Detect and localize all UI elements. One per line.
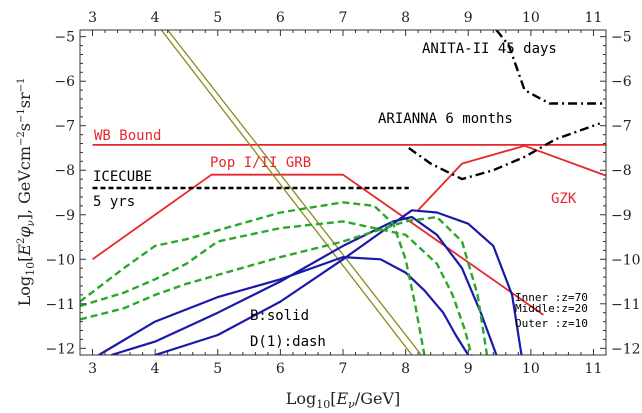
series-olive-solid-7 xyxy=(167,30,422,355)
x-tick-label-top: 5 xyxy=(213,10,222,26)
x-tick-label-top: 7 xyxy=(339,10,348,26)
x-tick-label-bottom: 4 xyxy=(151,361,160,377)
series-black-dashdot-4 xyxy=(495,30,606,105)
label-icecube: ICECUBE xyxy=(93,169,152,185)
series-blue-solid-8 xyxy=(98,256,470,355)
y-tick-label-left: −11 xyxy=(45,297,75,313)
x-tick-label-bottom: 6 xyxy=(276,361,285,377)
series-blue-solid-9 xyxy=(110,215,498,355)
label-arianna: ARIANNA 6 months xyxy=(378,111,513,127)
series-blue-solid-10 xyxy=(154,209,523,355)
y-tick-label-left: −9 xyxy=(54,208,75,224)
ticks-layer: 3 3 4 4 5 5 6 6 7 7 8 8 9 9 10 10 11 11 −12 −12 −11 −11 −10 −10… xyxy=(45,10,640,377)
x-tick-label-bottom: 8 xyxy=(401,361,410,377)
y-tick-label-left: −8 xyxy=(54,163,75,179)
label-b-solid: B:solid xyxy=(250,308,309,324)
label-gzk: GZK xyxy=(551,191,577,207)
series-red-solid-2 xyxy=(417,144,606,211)
x-tick-label-top: 3 xyxy=(88,10,97,26)
y-tick-label-left: −5 xyxy=(54,30,75,46)
series-black-dashdot-5 xyxy=(408,122,601,181)
y-tick-label-right: −5 xyxy=(611,30,632,46)
y-tick-label-left: −10 xyxy=(45,252,75,268)
y-tick-label-right: −9 xyxy=(611,208,632,224)
y-tick-label-right: −7 xyxy=(611,119,632,135)
y-tick-label-right: −8 xyxy=(611,163,632,179)
x-tick-label-bottom: 3 xyxy=(88,361,97,377)
x-tick-label-top: 10 xyxy=(522,10,540,26)
x-tick-label-top: 8 xyxy=(401,10,410,26)
y-tick-label-right: −6 xyxy=(611,74,632,90)
label-pop-grb: Pop I/II GRB xyxy=(210,155,311,171)
series-layer xyxy=(80,30,606,355)
series-green-dash-13 xyxy=(80,215,489,355)
label-anita: ANITA-II 45 days xyxy=(422,41,557,57)
x-tick-label-bottom: 7 xyxy=(339,361,348,377)
y-tick-label-left: −12 xyxy=(45,341,75,357)
series-green-dash-12 xyxy=(80,220,473,355)
x-tick-label-top: 6 xyxy=(276,10,285,26)
y-tick-label-right: −11 xyxy=(611,297,641,313)
y-axis-title: Log10[E2φν], GeVcm−2s−1sr−1 xyxy=(15,78,37,307)
label-outer: Outer :z=10 xyxy=(515,317,588,330)
x-tick-label-top: 4 xyxy=(151,10,160,26)
x-tick-label-bottom: 9 xyxy=(464,361,473,377)
label-inner: Inner :z=70 xyxy=(515,291,588,304)
x-tick-label-bottom: 11 xyxy=(585,361,603,377)
label-icecube-years: 5 yrs xyxy=(93,194,135,210)
label-middle: Middle:z=20 xyxy=(515,302,588,315)
series-red-solid-1 xyxy=(91,173,544,316)
series-olive-solid-6 xyxy=(160,30,413,355)
series-green-dash-11 xyxy=(80,201,426,355)
y-tick-label-right: −10 xyxy=(611,252,641,268)
y-tick-label-left: −7 xyxy=(54,119,75,135)
x-tick-label-bottom: 5 xyxy=(213,361,222,377)
label-wb-bound: WB Bound xyxy=(94,128,161,144)
x-tick-label-bottom: 10 xyxy=(522,361,540,377)
x-tick-label-top: 9 xyxy=(464,10,473,26)
y-tick-label-right: −12 xyxy=(611,341,641,357)
label-d-dash: D(1):dash xyxy=(250,334,326,350)
y-tick-label-left: −6 xyxy=(54,74,75,90)
x-tick-label-top: 11 xyxy=(585,10,603,26)
x-axis-title: Log10[Eν/GeV] xyxy=(286,389,401,411)
